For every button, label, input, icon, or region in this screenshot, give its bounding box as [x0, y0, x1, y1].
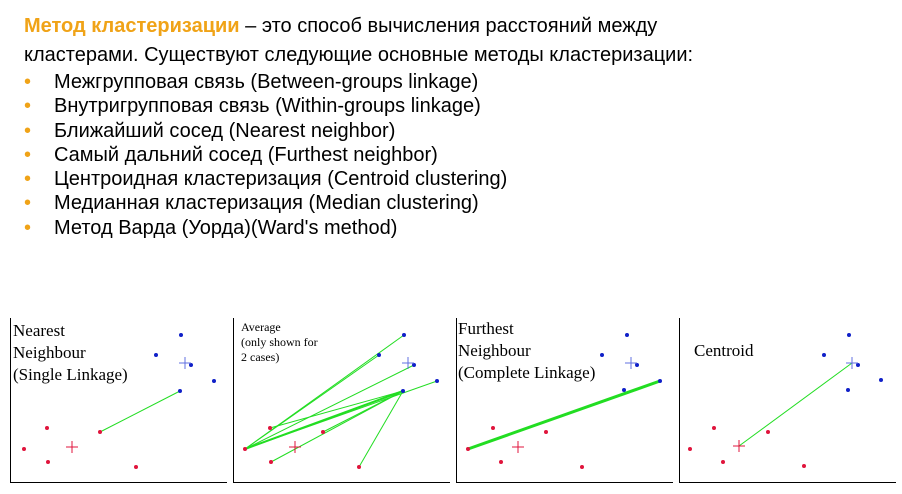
blue-point [822, 353, 826, 357]
red-point [269, 460, 273, 464]
bullet-icon: • [24, 95, 32, 118]
blue-point [179, 333, 183, 337]
red-centroid-marker [512, 441, 524, 453]
link-line [244, 364, 415, 450]
blue-point [846, 388, 850, 392]
bullet-icon: • [24, 168, 32, 191]
blue-point [658, 379, 662, 383]
panel-label: Centroid [694, 341, 754, 360]
link-line [99, 390, 181, 433]
bullet-icon: • [24, 71, 32, 93]
blue-point [600, 353, 604, 357]
blue-point [625, 333, 629, 337]
blue-point [189, 363, 193, 367]
blue-point [435, 379, 439, 383]
blue-point [635, 363, 639, 367]
red-point [268, 426, 272, 430]
red-point [712, 426, 716, 430]
panel-nearest-neighbour: Nearest Neighbour (Single Linkage) [10, 318, 227, 483]
red-point [45, 426, 49, 430]
red-point [22, 447, 26, 451]
blue-point [622, 388, 626, 392]
red-point [466, 447, 470, 451]
red-point [499, 460, 503, 464]
red-point [321, 430, 325, 434]
method-label: Внутригрупповая связь (Within-groups lin… [54, 95, 481, 118]
blue-point [401, 389, 405, 393]
red-centroid-marker [66, 441, 78, 453]
method-label: Центроидная кластеризация (Centroid clus… [54, 168, 508, 191]
cluster-diagram [22, 333, 216, 469]
method-label: Ближайший сосед (Nearest neighbor) [54, 119, 396, 142]
blue-point [847, 333, 851, 337]
intro-text-line1: – это способ вычисления расстояний между [239, 15, 658, 37]
blue-point [212, 379, 216, 383]
red-centroid-marker [289, 441, 301, 453]
link-line [244, 354, 380, 450]
intro-paragraph: Метод кластеризации – это способ вычисле… [24, 12, 894, 70]
blue-point [879, 378, 883, 382]
method-item: • Внутригрупповая связь (Within-groups li… [24, 94, 894, 118]
panel-furthest-neighbour: Furthest Neighbour (Complete Linkage) [456, 318, 673, 483]
link-line [467, 379, 661, 451]
blue-centroid-marker [846, 357, 858, 369]
red-point [766, 430, 770, 434]
red-point [580, 465, 584, 469]
method-item: • Самый дальний сосед (Furthest neighbor) [24, 143, 894, 167]
bullet-icon: • [24, 192, 32, 215]
blue-centroid-marker [402, 357, 414, 369]
link-line [270, 390, 404, 463]
methods-list: • Межгрупповая связь (Between-groups link… [24, 70, 894, 240]
panel-label: Average (only shown for 2 cases) [241, 320, 318, 364]
method-item: • Центроидная кластеризация (Centroid clu… [24, 167, 894, 191]
term-highlight: Метод кластеризации [24, 15, 240, 37]
blue-point [412, 363, 416, 367]
blue-point [178, 389, 182, 393]
red-centroid-marker [733, 440, 745, 452]
link-line [269, 390, 404, 429]
red-point [544, 430, 548, 434]
method-label: Метод Варда (Уорда)(Ward's method) [54, 216, 398, 239]
method-item: • Медианная кластеризация (Median cluster… [24, 191, 894, 215]
blue-point [154, 353, 158, 357]
red-point [491, 426, 495, 430]
method-item: • Межгрупповая связь (Between-groups link… [24, 70, 894, 94]
bullet-icon: • [24, 216, 32, 239]
blue-point [377, 353, 381, 357]
cluster-diagram [466, 333, 662, 469]
panel-average: Average (only shown for 2 cases) [233, 318, 450, 483]
red-point [357, 465, 361, 469]
red-point [688, 447, 692, 451]
panel-label: Nearest Neighbour (Single Linkage) [13, 321, 128, 384]
method-label: Самый дальний сосед (Furthest neighbor) [54, 143, 438, 166]
method-label: Медианная кластеризация (Median clusteri… [54, 192, 479, 215]
method-item: • Ближайший сосед (Nearest neighbor) [24, 119, 894, 143]
red-point [98, 430, 102, 434]
blue-point [856, 363, 860, 367]
link-line [738, 362, 853, 447]
link-line [358, 390, 404, 468]
panel-label: Furthest Neighbour (Complete Linkage) [458, 319, 596, 382]
cluster-diagram [688, 333, 883, 468]
method-item: • Метод Варда (Уорда)(Ward's method) [24, 216, 894, 240]
red-point [243, 447, 247, 451]
red-point [134, 465, 138, 469]
link-line [244, 390, 404, 450]
blue-centroid-marker [179, 357, 191, 369]
text-block: Метод кластеризации – это способ вычисле… [24, 12, 894, 240]
blue-point [402, 333, 406, 337]
red-point [46, 460, 50, 464]
red-point [721, 460, 725, 464]
blue-centroid-marker [625, 357, 637, 369]
red-point [802, 464, 806, 468]
intro-text-line2: кластерами. Существуют следующие основны… [24, 44, 694, 66]
bullet-icon: • [24, 119, 32, 142]
bullet-icon: • [24, 143, 32, 166]
panel-centroid: Centroid [679, 318, 896, 483]
method-label: Межгрупповая связь (Between-groups linka… [54, 71, 479, 93]
cluster-diagram [243, 333, 439, 469]
